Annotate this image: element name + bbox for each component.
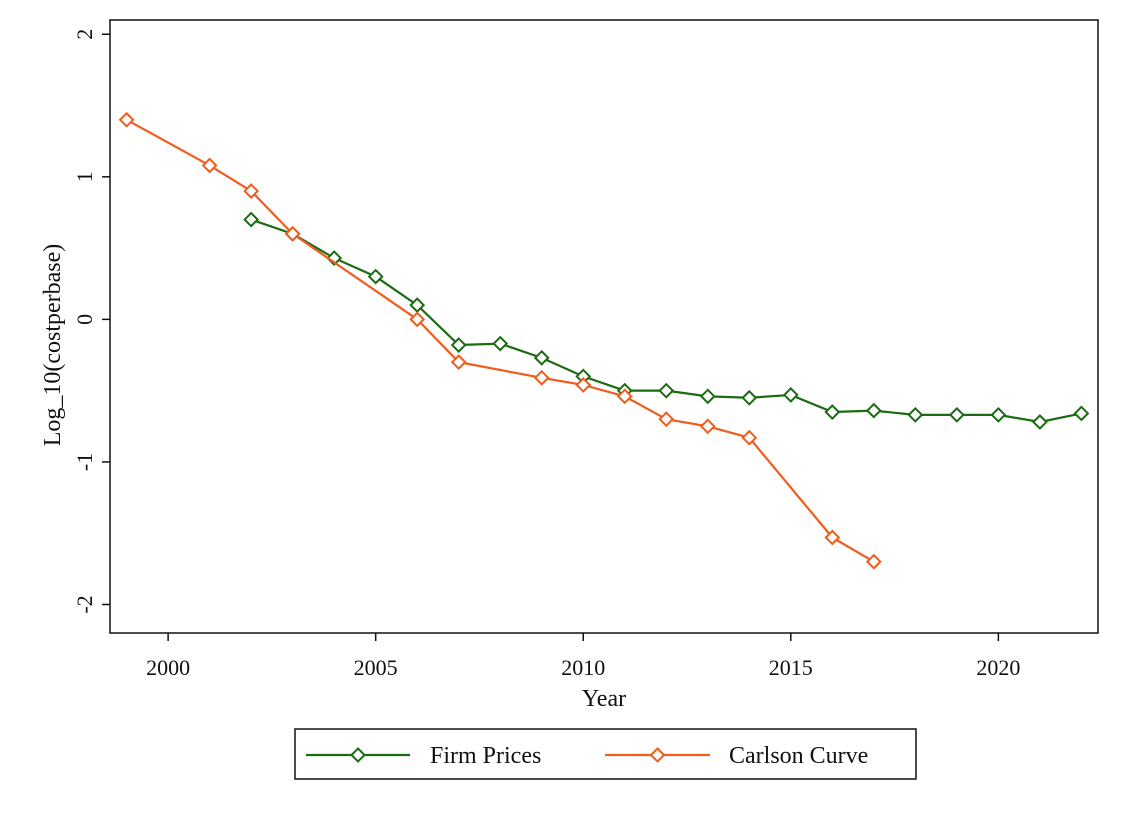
x-tick-label: 2010 (561, 655, 605, 680)
data-point (450, 354, 467, 371)
plot-frame (109, 19, 1099, 634)
data-point (492, 335, 509, 352)
data-point (243, 183, 260, 199)
legend-item: Firm Prices (306, 743, 541, 769)
x-axis-title: Year (582, 686, 626, 712)
data-point (741, 429, 758, 446)
legend-item: Carlson Curve (605, 743, 868, 769)
data-point (118, 111, 135, 128)
data-point (243, 211, 260, 228)
data-point (824, 404, 841, 420)
data-point (575, 377, 592, 393)
data-point (284, 225, 301, 242)
x-tick-label: 2015 (769, 655, 813, 680)
data-point (782, 387, 799, 403)
data-point (450, 337, 467, 353)
data-point (865, 553, 882, 570)
legend-label: Firm Prices (430, 743, 541, 769)
series-layer (118, 111, 1090, 570)
data-point (990, 406, 1007, 423)
legend-marker (350, 747, 366, 763)
legend-marker (649, 747, 666, 763)
data-point (367, 268, 384, 285)
y-tick-label: -1 (72, 453, 97, 471)
data-point (1073, 405, 1090, 422)
x-tick-label: 2020 (976, 655, 1020, 680)
legend-label: Carlson Curve (729, 743, 868, 769)
legend: Firm Prices Carlson Curve (294, 728, 917, 780)
y-tick-label: 1 (72, 171, 97, 182)
data-point (409, 311, 426, 328)
data-point (741, 389, 758, 406)
data-point (907, 406, 924, 423)
x-tick-label: 2000 (146, 655, 190, 680)
y-tick-label: -2 (72, 595, 97, 613)
series-carlson-curve (118, 111, 882, 570)
y-tick-label: 2 (72, 29, 97, 40)
series-line (126, 118, 875, 563)
data-point (533, 369, 550, 386)
data-point (824, 529, 841, 546)
data-point (616, 388, 633, 405)
x-axis: 2000 2005 2010 2015 2020 (146, 633, 1020, 680)
data-point (533, 349, 550, 366)
data-point (201, 157, 218, 174)
data-point (658, 411, 675, 428)
x-tick-label: 2005 (354, 655, 398, 680)
y-axis-title: Log_10(costperbase) (40, 244, 66, 447)
data-point (699, 418, 716, 435)
y-tick-label: 0 (72, 314, 97, 325)
y-axis: 2 1 0 -1 -2 (72, 29, 110, 614)
data-point (1031, 414, 1048, 430)
data-point (865, 402, 882, 419)
data-point (948, 406, 965, 423)
data-point (699, 388, 716, 405)
data-point (658, 382, 675, 399)
